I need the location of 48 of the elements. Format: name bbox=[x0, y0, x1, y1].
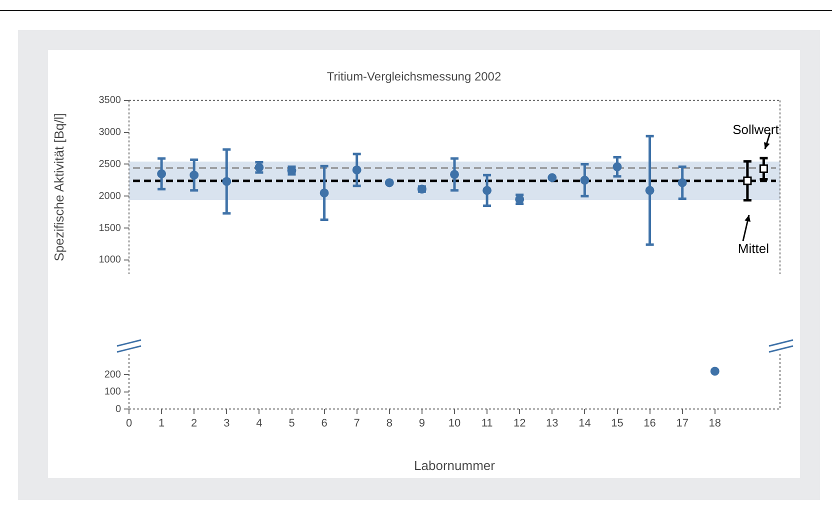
x-tick-label: 12 bbox=[513, 418, 526, 430]
point bbox=[222, 176, 232, 186]
point bbox=[743, 176, 752, 186]
x-tick-label: 11 bbox=[481, 418, 493, 430]
point bbox=[384, 178, 394, 188]
x-tick-label: 8 bbox=[386, 418, 392, 430]
x-tick-label: 10 bbox=[448, 418, 461, 430]
x-tick-label: 13 bbox=[546, 418, 558, 430]
point bbox=[678, 178, 687, 188]
y-tick-label: 3500 bbox=[98, 95, 122, 106]
y-tick-label: 1500 bbox=[98, 222, 122, 234]
x-tick-label: 7 bbox=[354, 418, 360, 430]
point bbox=[548, 173, 557, 182]
point bbox=[352, 165, 362, 174]
x-tick-label: 0 bbox=[126, 418, 132, 430]
x-tick-label: 18 bbox=[708, 418, 722, 430]
x-tick-label: 15 bbox=[611, 418, 624, 430]
x-tick-label: 14 bbox=[578, 418, 591, 430]
x-tick-label: 16 bbox=[644, 418, 656, 430]
legend-label: Mittel bbox=[738, 240, 770, 256]
x-tick-label: 5 bbox=[288, 418, 295, 430]
y-tick-label: 3000 bbox=[98, 127, 122, 138]
point bbox=[612, 162, 622, 172]
y-tick-label: 2500 bbox=[98, 158, 122, 170]
point bbox=[320, 188, 329, 198]
point bbox=[580, 176, 590, 185]
x-tick-label: 1 bbox=[158, 418, 165, 430]
point bbox=[157, 169, 166, 178]
x-tick-label: 2 bbox=[191, 418, 198, 430]
text: Sollwert bbox=[732, 122, 780, 137]
point bbox=[482, 186, 492, 195]
point bbox=[190, 170, 199, 180]
y-tick-label: 0 bbox=[115, 404, 122, 415]
y-tick-label: 200 bbox=[104, 369, 122, 380]
x-tick-label: 9 bbox=[418, 418, 426, 430]
point bbox=[645, 186, 654, 195]
x-tick-label: 4 bbox=[256, 418, 262, 430]
point bbox=[759, 164, 768, 173]
point bbox=[450, 170, 459, 179]
x-axis-title: Labornummer bbox=[414, 458, 496, 473]
x-tick-label: 3 bbox=[224, 418, 230, 430]
y-tick-label: 100 bbox=[104, 386, 122, 398]
chart-title: Tritium-Vergleichsmessung 2002 bbox=[326, 70, 502, 84]
y-tick-label: 1000 bbox=[98, 254, 122, 266]
x-tick-label: 17 bbox=[676, 418, 688, 430]
y-axis-title: Spezifische Aktivität [Bq/l] bbox=[51, 113, 66, 262]
y-tick-label: 2000 bbox=[98, 190, 122, 202]
x-tick-label: 6 bbox=[321, 418, 328, 430]
